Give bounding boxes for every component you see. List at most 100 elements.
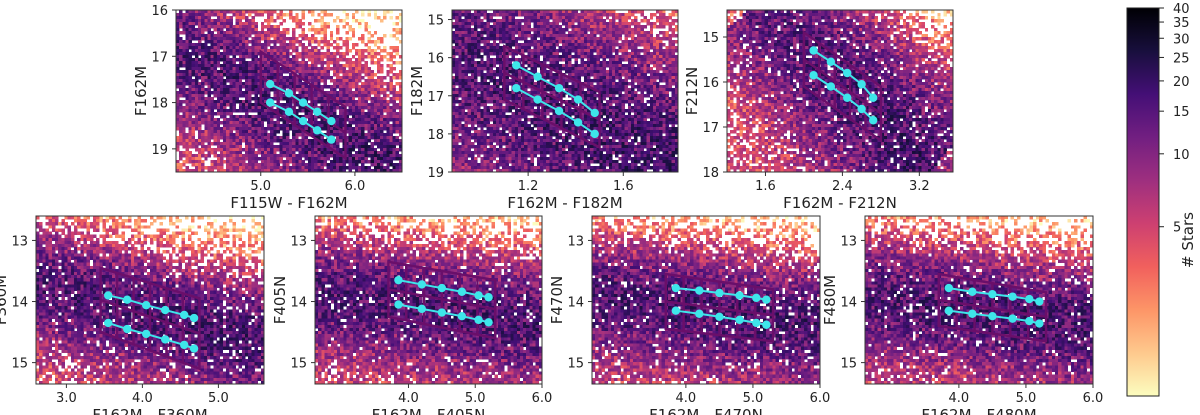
- density-cell: [216, 85, 221, 89]
- density-cell: [241, 70, 246, 74]
- density-cell: [245, 82, 249, 86]
- density-cell: [301, 22, 305, 26]
- density-cell: [204, 73, 208, 77]
- density-cell: [383, 109, 387, 113]
- density-cell: [543, 109, 547, 113]
- density-cell: [310, 58, 315, 62]
- density-cell: [511, 70, 516, 74]
- density-cell: [555, 22, 560, 26]
- density-cell: [182, 13, 186, 17]
- density-cell: [383, 97, 387, 101]
- density-cell: [477, 37, 481, 41]
- density-cell: [194, 88, 199, 92]
- density-cell: [251, 16, 255, 20]
- density-cell: [267, 52, 271, 56]
- density-cell: [201, 37, 205, 41]
- density-cell: [301, 37, 305, 41]
- density-cell: [489, 43, 494, 47]
- density-cell: [182, 22, 186, 26]
- density-cell: [370, 106, 375, 110]
- density-cell: [358, 151, 362, 155]
- density-cell: [332, 19, 337, 23]
- density-cell: [376, 139, 381, 143]
- density-cell: [549, 34, 553, 38]
- density-cell: [486, 37, 490, 41]
- density-cell: [188, 13, 192, 17]
- density-cell: [345, 13, 349, 17]
- density-cell: [254, 46, 258, 50]
- density-cell: [210, 43, 214, 47]
- density-cell: [282, 106, 287, 110]
- density-cell: [549, 166, 553, 170]
- density-cell: [185, 34, 189, 38]
- density-cell: [483, 139, 487, 143]
- density-cell: [320, 97, 324, 101]
- density-cell: [367, 55, 371, 59]
- density-cell: [392, 46, 397, 50]
- density-cell: [254, 115, 258, 119]
- density-cell: [392, 136, 397, 140]
- density-cell: [398, 118, 402, 122]
- density-cell: [185, 136, 189, 140]
- density-cell: [289, 106, 293, 110]
- density-cell: [489, 118, 494, 122]
- density-cell: [251, 88, 255, 92]
- density-cell: [295, 37, 299, 41]
- density-cell: [511, 58, 516, 62]
- density-cell: [477, 70, 481, 74]
- density-cell: [543, 13, 547, 17]
- density-cell: [336, 43, 340, 47]
- density-cell: [317, 61, 321, 65]
- density-cell: [483, 46, 487, 50]
- density-cell: [307, 43, 312, 47]
- density-cell: [536, 40, 541, 44]
- density-cell: [295, 40, 299, 44]
- density-cell: [229, 19, 233, 23]
- density-cell: [314, 148, 318, 152]
- density-cell: [514, 97, 519, 101]
- density-cell: [197, 94, 202, 98]
- density-cell: [282, 166, 287, 170]
- density-cell: [495, 121, 500, 125]
- density-cell: [273, 154, 277, 158]
- density-cell: [517, 34, 522, 38]
- density-cell: [351, 160, 356, 164]
- density-cell: [207, 37, 211, 41]
- density-cell: [552, 67, 556, 71]
- density-cell: [480, 67, 484, 71]
- density-cell: [543, 49, 547, 53]
- density-cell: [398, 106, 402, 110]
- density-cell: [282, 169, 287, 172]
- density-cell: [248, 97, 252, 101]
- density-cell: [351, 76, 356, 80]
- density-cell: [219, 52, 224, 56]
- density-cell: [546, 106, 550, 110]
- density-cell: [373, 127, 378, 131]
- density-cell: [477, 97, 481, 101]
- density-cell: [398, 85, 402, 89]
- density-cell: [223, 160, 227, 164]
- density-cell: [521, 124, 525, 128]
- density-cell: [273, 148, 277, 152]
- density-cell: [499, 121, 503, 125]
- density-cell: [273, 151, 277, 155]
- density-cell: [452, 136, 456, 140]
- density-cell: [326, 40, 331, 44]
- density-cell: [383, 88, 387, 92]
- density-cell: [201, 76, 205, 80]
- density-cell: [392, 85, 397, 89]
- density-cell: [257, 73, 262, 77]
- density-cell: [555, 163, 560, 167]
- density-cell: [216, 166, 221, 170]
- density-cell: [511, 43, 516, 47]
- density-cell: [176, 22, 180, 26]
- density-cell: [389, 136, 393, 140]
- density-cell: [304, 148, 309, 152]
- density-cell: [216, 100, 221, 104]
- density-cell: [376, 121, 381, 125]
- density-cell: [238, 163, 243, 167]
- density-cell: [238, 82, 243, 86]
- density-cell: [505, 88, 509, 92]
- density-cell: [530, 88, 534, 92]
- density-cell: [273, 55, 277, 59]
